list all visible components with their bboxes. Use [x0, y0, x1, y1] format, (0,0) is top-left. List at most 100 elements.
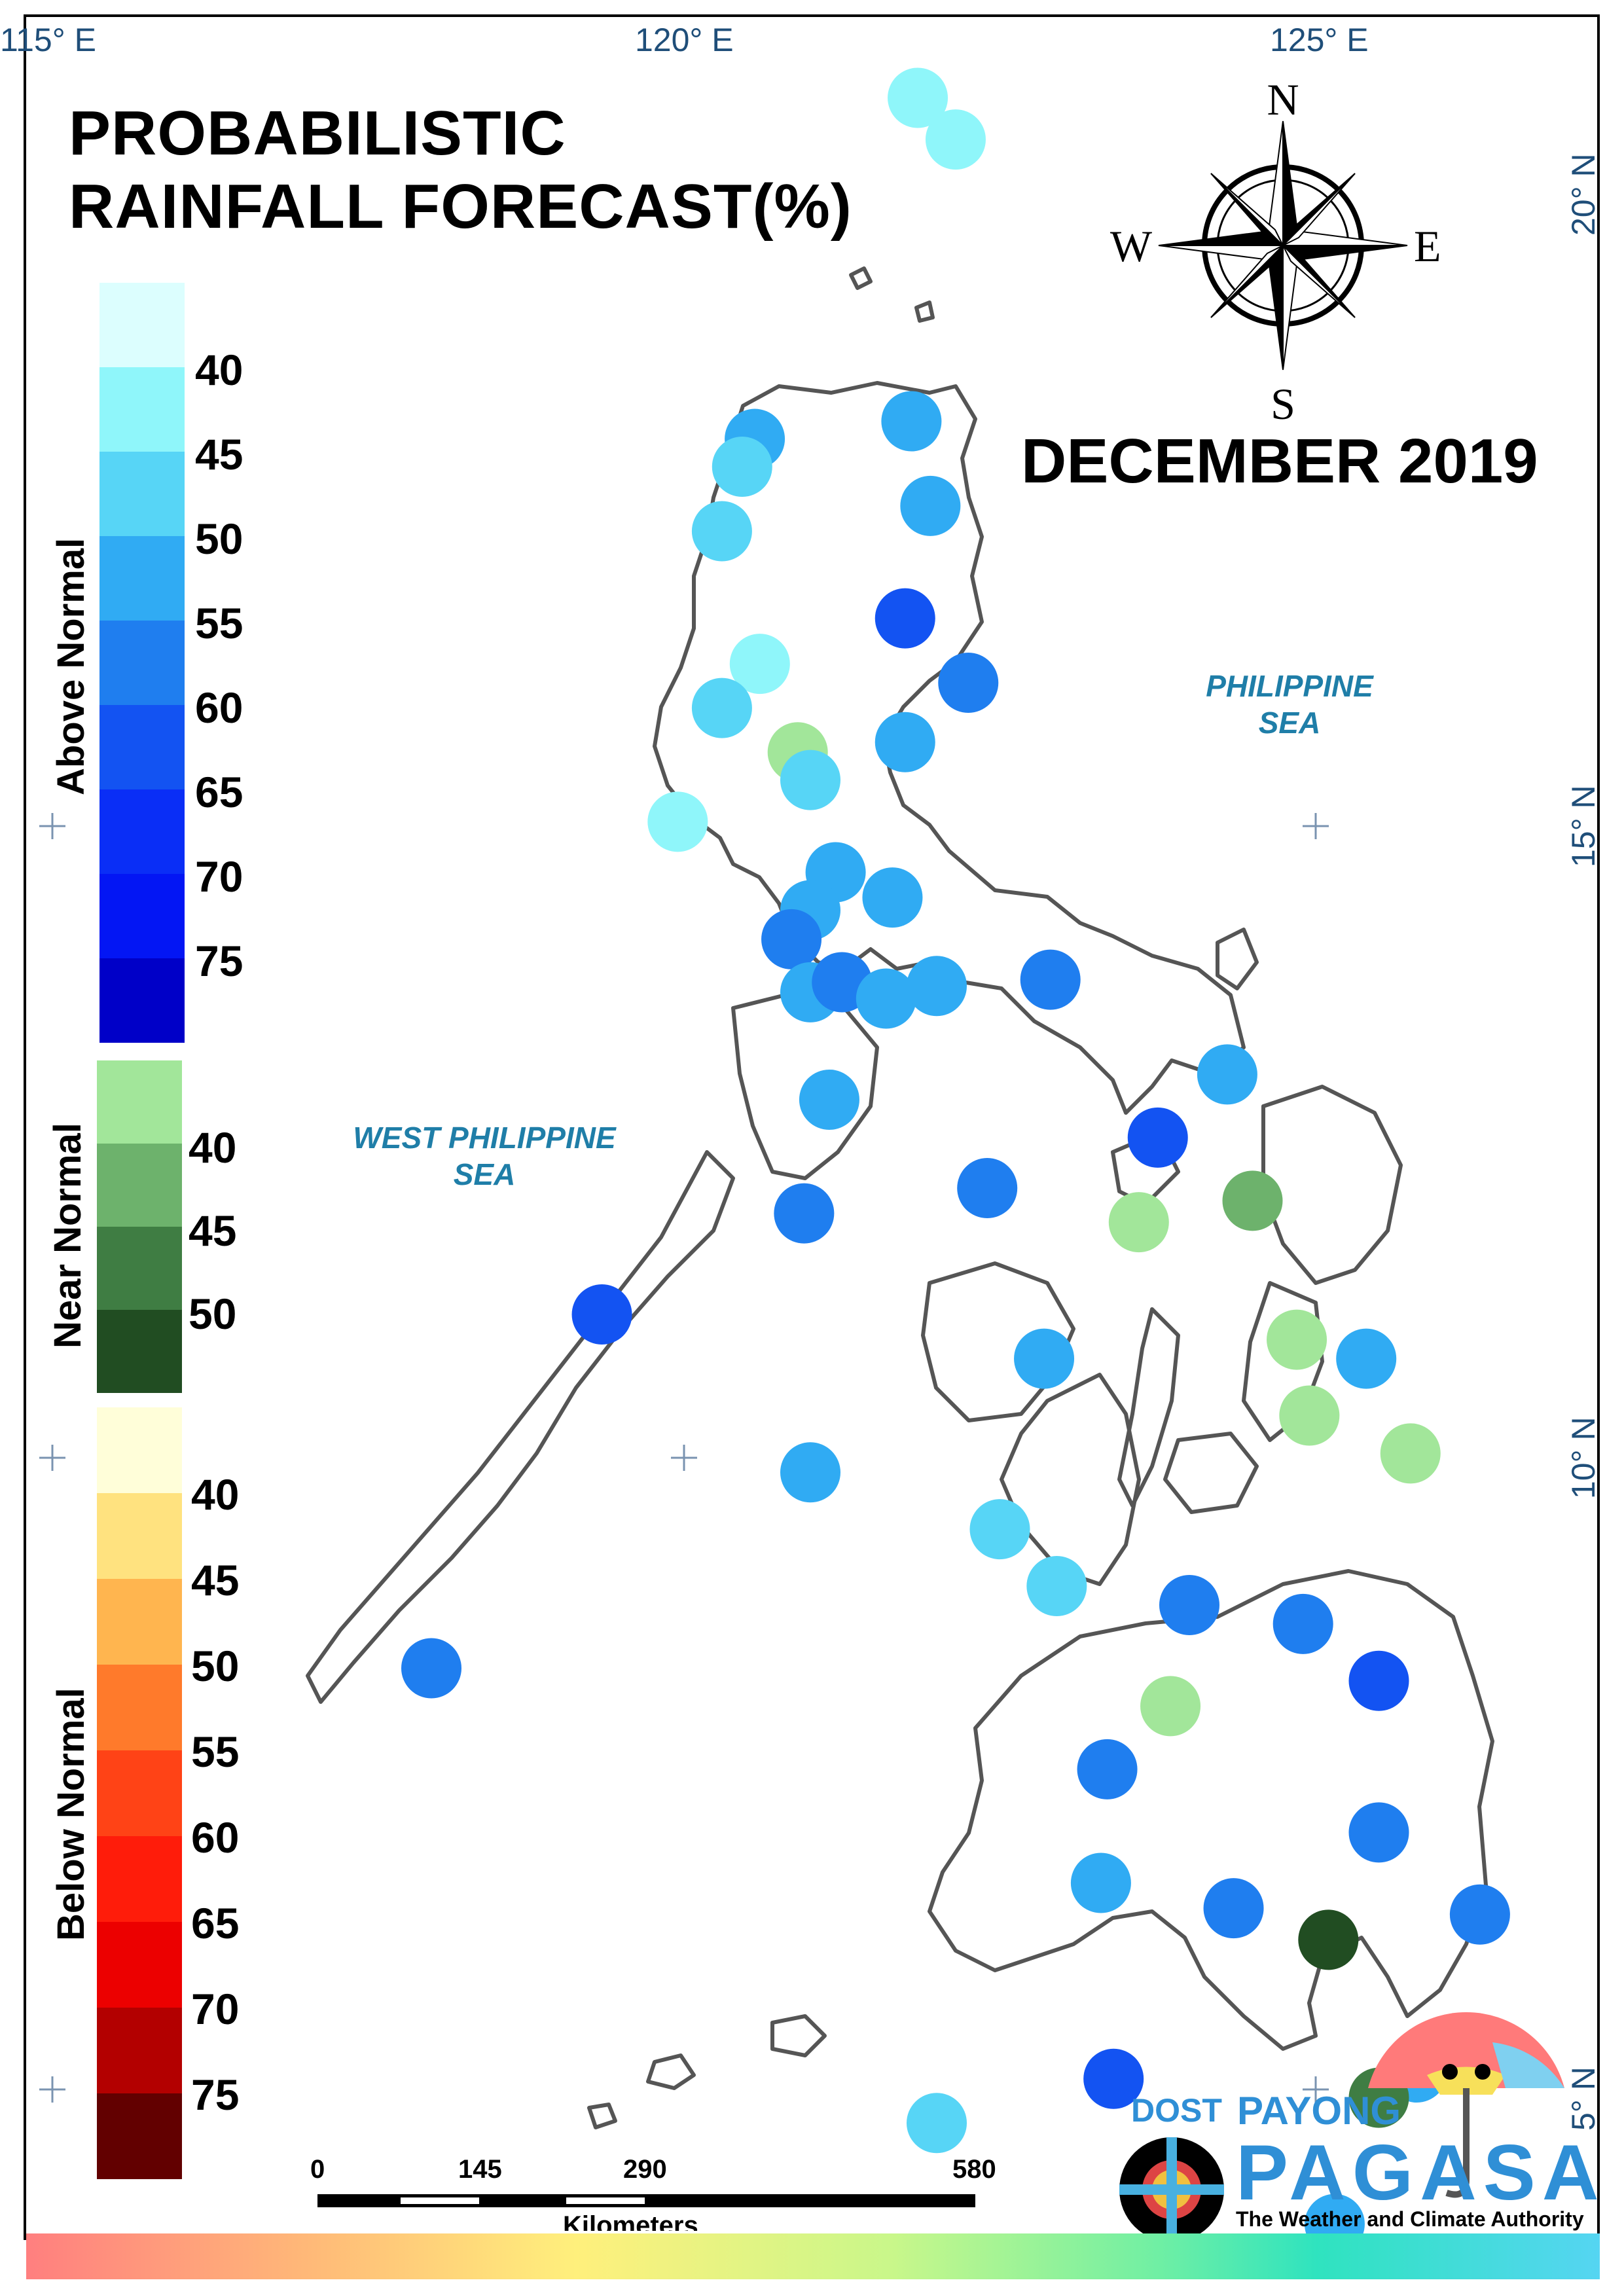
compass-rose: N S E W [1110, 75, 1441, 429]
legend-tick-label: 65 [191, 1899, 240, 1947]
legend-swatch [97, 1922, 182, 2008]
legend-swatch [99, 283, 185, 367]
station-marker [1026, 1556, 1087, 1616]
sulu-island [587, 2103, 617, 2129]
sea-label-line: PHILIPPINE [1206, 669, 1373, 703]
pagasa-umbrella-logo [1368, 2012, 1564, 2198]
decorative-gradient-strip [26, 2233, 1600, 2279]
station-marker [1298, 1909, 1359, 1970]
longitude-label: 115° E [0, 22, 96, 58]
station-marker [1014, 1328, 1075, 1389]
legend-below-label: Below Normal [50, 1688, 92, 1941]
title-line: RAINFALL FORECAST(%) [69, 172, 852, 242]
station-marker [1348, 1650, 1409, 1711]
station-marker [1380, 1423, 1441, 1484]
station-marker [761, 909, 822, 969]
sea-label-line: SEA [453, 1157, 516, 1191]
legend-tick-label: 75 [191, 2070, 240, 2119]
station-marker [1222, 1170, 1283, 1231]
station-marker [1140, 1676, 1201, 1737]
station-marker [888, 67, 948, 128]
sulu-island [770, 2014, 827, 2057]
legend-swatch [97, 1750, 182, 1836]
brand-tagline: The Weather and Climate Authority [1236, 2207, 1584, 2231]
legend-tick-label: 70 [191, 1985, 240, 2033]
legend-swatch [99, 874, 185, 958]
legend-tick-label: 40 [189, 1123, 237, 1172]
brand-agency: DOST [1131, 2092, 1222, 2129]
compass-south: S [1271, 379, 1295, 429]
sulu-island [646, 2053, 696, 2090]
station-marker [1197, 1044, 1257, 1105]
station-marker [875, 588, 935, 649]
station-marker [957, 1158, 1018, 1219]
legend-swatch [99, 705, 185, 789]
station-marker [1020, 949, 1081, 1010]
station-marker [1272, 1593, 1333, 1654]
legend-tick-label: 50 [189, 1290, 237, 1338]
legend-swatch [97, 1144, 182, 1227]
legend-swatch [99, 789, 185, 874]
scale-tick: 290 [623, 2155, 667, 2184]
legend-tick-label: 75 [195, 937, 244, 985]
legend-tick-label: 40 [191, 1470, 240, 1519]
legend-swatch [97, 1493, 182, 1579]
station-marker [1070, 1852, 1131, 1913]
legend-tick-label: 55 [191, 1727, 240, 1776]
station-marker [969, 1499, 1030, 1560]
legend-swatch [99, 958, 185, 1043]
station-marker [1279, 1385, 1340, 1446]
station-marker [907, 956, 967, 1017]
legend-tick-label: 45 [191, 1556, 240, 1604]
longitude-label: 125° E [1270, 22, 1369, 58]
compass-west: W [1110, 221, 1153, 271]
mindanao-island [928, 1569, 1494, 2051]
scale-tick: 0 [310, 2155, 325, 2184]
station-marker [401, 1638, 461, 1699]
station-marker [1077, 1739, 1138, 1799]
map-title: PROBABILISTIC RAINFALL FORECAST(%) [69, 97, 852, 244]
cebu-island [1117, 1307, 1180, 1508]
legend-swatch [97, 1407, 182, 1493]
legend-swatch [97, 1310, 182, 1393]
station-marker [900, 475, 961, 536]
coastline [306, 82, 1494, 2129]
legend-tick-label: 70 [195, 852, 244, 901]
legend-tick-label: 40 [195, 346, 244, 394]
station-marker [1336, 1328, 1397, 1389]
sea-label-line: SEA [1258, 706, 1321, 740]
legend-swatch [97, 1579, 182, 1665]
station-marker [729, 634, 790, 695]
legend-swatch [99, 621, 185, 705]
brand-line1: PAYONG [1237, 2089, 1401, 2133]
station-marker [1108, 1192, 1169, 1253]
west-philippine-sea-label: WEST PHILIPPINE SEA [327, 1119, 641, 1193]
station-marker [647, 791, 708, 852]
station-marker [691, 501, 752, 562]
station-marker [780, 750, 840, 810]
legend-swatch [99, 367, 185, 452]
scale-tick: 580 [952, 2155, 996, 2184]
legend-tick-label: 45 [189, 1206, 237, 1255]
station-marker [1127, 1107, 1188, 1168]
station-marker [1449, 1884, 1510, 1945]
station-marker [774, 1183, 835, 1244]
station-marker [1203, 1878, 1264, 1939]
station-marker [938, 653, 999, 714]
babuyan-island [849, 266, 873, 290]
legend-tick-label: 65 [195, 768, 244, 816]
palawan-island [306, 1150, 735, 1704]
legend-tick-label: 55 [195, 599, 244, 647]
panay-island [921, 1261, 1075, 1422]
legend-swatch [97, 1665, 182, 1750]
sea-label-line: WEST PHILIPPINE [353, 1121, 616, 1155]
catanduanes-island [1216, 928, 1259, 990]
legend-tick-label: 50 [191, 1642, 240, 1690]
brand-line2: PAGASA [1236, 2129, 1606, 2216]
station-marker [1083, 2048, 1144, 2109]
legend-near-label: Near Normal [46, 1123, 89, 1348]
forecast-period: DECEMBER 2019 [1021, 426, 1538, 496]
bohol-island [1163, 1432, 1259, 1514]
